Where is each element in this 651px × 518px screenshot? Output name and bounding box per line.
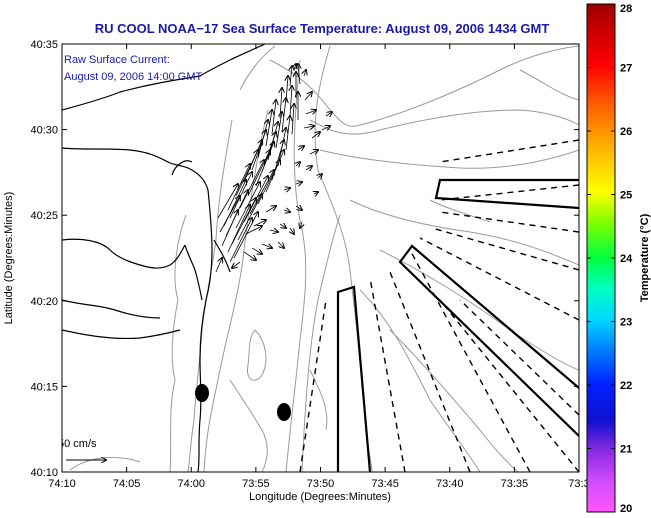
y-axis-ticks: 40:35 40:30 40:25 40:20 40:15 40:10 [30,39,579,479]
colorbar-label: Temperature (°C) [639,213,651,302]
x-tick-label: 73:50 [307,478,335,490]
y-tick-label: 40:15 [30,381,58,393]
colorbar-tick-label: 20 [620,503,632,515]
x-tick-label: 74:05 [113,478,141,490]
x-tick-label: 73:3 [568,478,589,490]
x-tick-label: 74:10 [48,478,76,490]
y-tick-label: 40:20 [30,296,58,308]
y-tick-label: 40:30 [30,125,58,137]
surface-current-vectors [215,64,332,273]
map-plot: 50 cm/s Raw Surface Current: August 09, … [58,44,579,472]
x-tick-label: 73:45 [371,478,399,490]
x-tick-label: 74:00 [177,478,205,490]
x-tick-label: 73:55 [242,478,270,490]
mooring-marker-east [277,403,291,421]
y-axis-label: Latitude (Degrees:Minutes) [3,192,15,325]
scale-label: 50 cm/s [58,438,97,450]
dashed-lines [299,139,579,472]
colorbar-tick-label: 21 [620,444,632,456]
x-axis-ticks: 74:10 74:05 74:00 73:55 73:50 73:45 73:40 73:35… [48,44,590,490]
mooring-marker-west [195,384,209,402]
y-tick-label: 40:10 [30,467,58,479]
colorbar-tick-label: 26 [620,126,632,138]
coastline [62,44,266,472]
colorbar [586,3,616,513]
colorbar-tick-label: 25 [620,190,632,202]
colorbar-tick-label: 28 [620,3,632,15]
annotation-line1: Raw Surface Current: [64,54,170,66]
colorbar-tick-label: 24 [620,253,633,265]
x-axis-label: Longitude (Degrees:Minutes) [249,491,391,503]
figure-title: RU COOL NOAA−17 Sea Surface Temperature:… [95,21,550,36]
y-tick-label: 40:35 [30,39,58,51]
colorbar-ticks: 28 27 26 25 24 23 22 21 20 [587,3,633,515]
x-tick-label: 73:40 [436,478,464,490]
y-tick-label: 40:25 [30,210,58,222]
colorbar-tick-label: 27 [620,63,632,75]
annotation-line2: August 09, 2006 14:00 GMT [64,71,202,83]
x-tick-label: 73:35 [501,478,529,490]
colorbar-tick-label: 23 [620,317,632,329]
colorbar-tick-label: 22 [620,380,632,392]
transect-outlines [336,178,579,472]
